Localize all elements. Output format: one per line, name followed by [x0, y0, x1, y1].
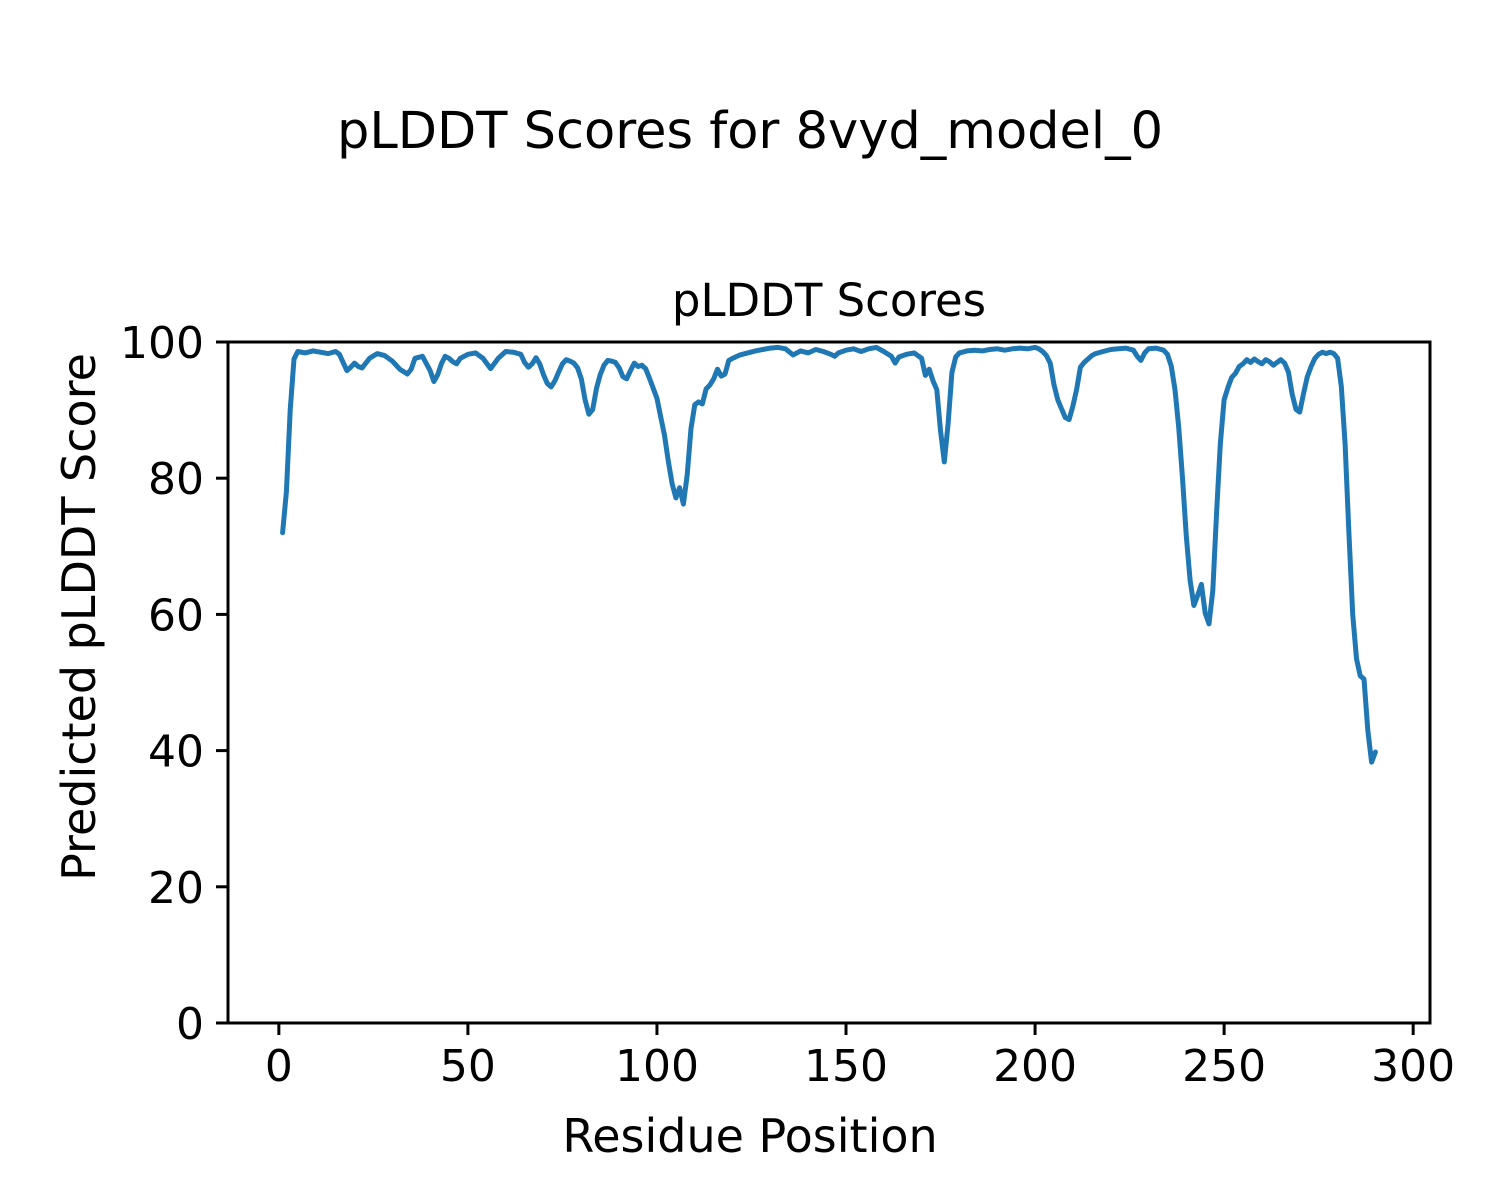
y-tick-label: 100 [120, 318, 204, 369]
plot-border [226, 340, 1432, 1025]
y-tick-label: 60 [148, 590, 204, 641]
x-tick-label: 50 [440, 1041, 496, 1092]
x-tick-label: 300 [1371, 1041, 1455, 1092]
x-tick-label: 250 [1182, 1041, 1266, 1092]
y-tick-label: 20 [148, 863, 204, 914]
y-tick-label: 0 [176, 999, 204, 1050]
x-tick-label: 100 [615, 1041, 699, 1092]
y-tick-label: 80 [148, 454, 204, 505]
x-tick-label: 0 [265, 1041, 293, 1092]
x-tick-label: 200 [993, 1041, 1077, 1092]
axes-layer: 0 50 100 150 200 250 300 0 20 40 60 80 100 [120, 318, 1455, 1092]
axes-title: pLDDT Scores [672, 274, 986, 327]
figure-title: pLDDT Scores for 8vyd_model_0 [337, 102, 1163, 161]
y-axis-label: Predicted pLDDT Score [52, 353, 106, 881]
y-tick-label: 40 [148, 727, 204, 778]
x-tick-label: 150 [804, 1041, 888, 1092]
x-axis-label: Residue Position [562, 1109, 937, 1163]
line-layer [280, 344, 1378, 765]
plddt-line [280, 344, 1378, 765]
